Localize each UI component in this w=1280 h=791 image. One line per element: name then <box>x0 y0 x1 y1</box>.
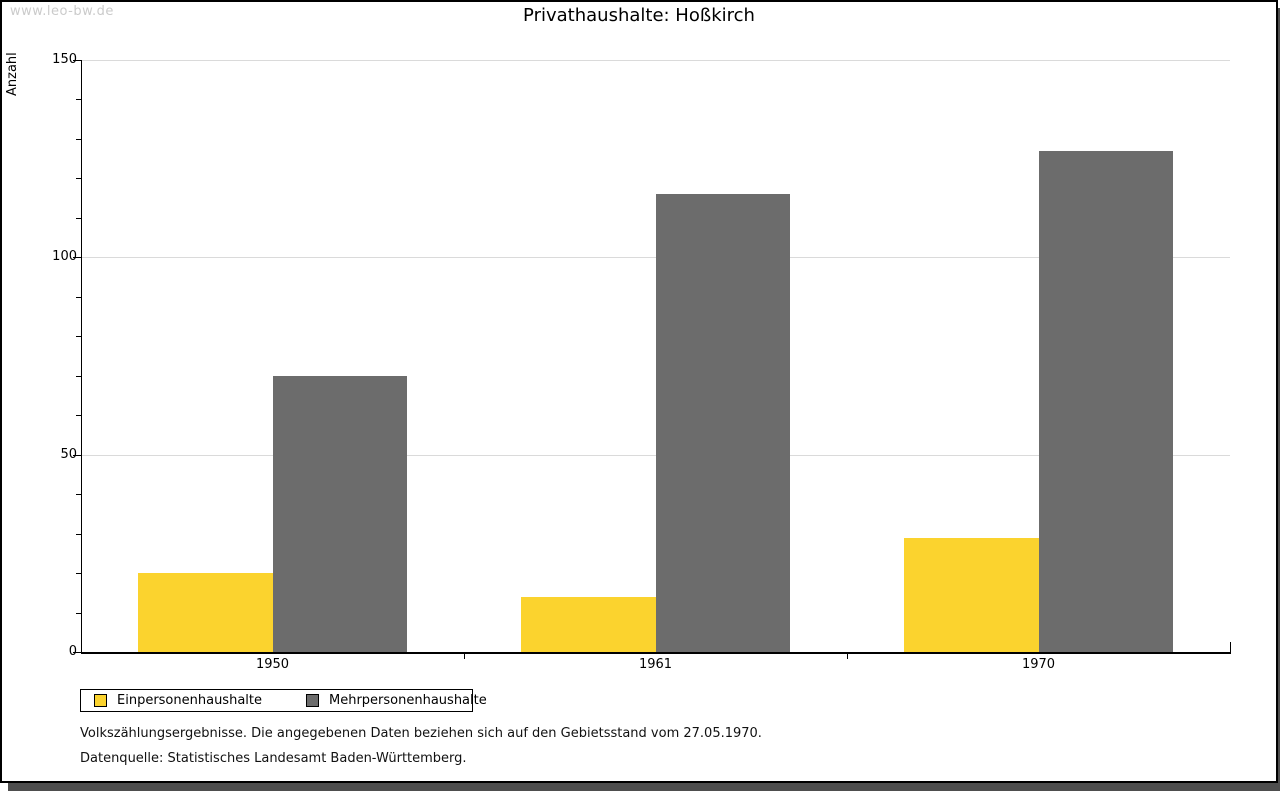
y-minor-tick-10 <box>76 612 81 614</box>
y-minor-tick-20 <box>76 573 81 575</box>
y-major-tick-150 <box>73 60 81 61</box>
x-tick-label-1970: 1970 <box>1021 657 1056 672</box>
y-tick-label-150: 150 <box>52 52 77 67</box>
y-minor-tick-30 <box>76 533 81 535</box>
x-tick-label-1950: 1950 <box>255 657 290 672</box>
y-major-tick-100 <box>73 257 81 259</box>
y-minor-tick-110 <box>76 217 81 219</box>
y-axis-label: Anzahl <box>5 52 20 96</box>
legend-entry-1: Einpersonenhaushalte <box>94 693 262 708</box>
legend-entry-2: Mehrpersonenhaushalte <box>306 693 487 708</box>
x-axis-line <box>81 652 1231 654</box>
x-tick-label-1961: 1961 <box>638 657 673 672</box>
y-major-tick-50 <box>73 454 81 456</box>
y-minor-tick-80 <box>76 336 81 338</box>
x-boundary-tick-2 <box>847 654 848 659</box>
y-tick-label-50: 50 <box>60 446 77 462</box>
y-minor-tick-140 <box>76 99 81 101</box>
y-minor-tick-130 <box>76 138 81 140</box>
bar-einpersonenhaushalte-1950 <box>138 573 273 652</box>
y-minor-tick-120 <box>76 178 81 180</box>
legend-swatch-1 <box>94 694 107 707</box>
gridline-150 <box>81 60 1230 61</box>
y-major-tick-0 <box>73 652 81 653</box>
x-axis-end-tick <box>1230 642 1231 652</box>
y-minor-tick-70 <box>76 375 81 377</box>
bar-mehrpersonenhaushalte-1961 <box>655 194 790 652</box>
legend-label-2: Mehrpersonenhaushalte <box>329 693 487 708</box>
bar-einpersonenhaushalte-1961 <box>521 596 656 652</box>
legend: Einpersonenhaushalte Mehrpersonenhaushalt… <box>80 689 487 712</box>
legend-label-1: Einpersonenhaushalte <box>117 693 262 708</box>
y-tick-label-100: 100 <box>52 249 77 265</box>
x-boundary-tick-1 <box>464 654 465 659</box>
footnote-line-2: Datenquelle: Statistisches Landesamt Bad… <box>80 751 467 766</box>
y-axis-line <box>81 60 82 654</box>
bar-mehrpersonenhaushalte-1950 <box>272 375 407 652</box>
footnote-line-1: Volkszählungsergebnisse. Die angegebenen… <box>80 726 762 741</box>
y-tick-label-0: 0 <box>68 644 77 659</box>
legend-swatch-2 <box>306 694 319 707</box>
chart-title: Privathaushalte: Hoßkirch <box>523 5 755 26</box>
y-minor-tick-90 <box>76 296 81 298</box>
watermark: www.leo-bw.de <box>10 4 114 19</box>
bar-einpersonenhaushalte-1970 <box>904 537 1039 652</box>
y-minor-tick-60 <box>76 415 81 417</box>
bar-mehrpersonenhaushalte-1970 <box>1038 150 1173 652</box>
y-minor-tick-40 <box>76 494 81 496</box>
